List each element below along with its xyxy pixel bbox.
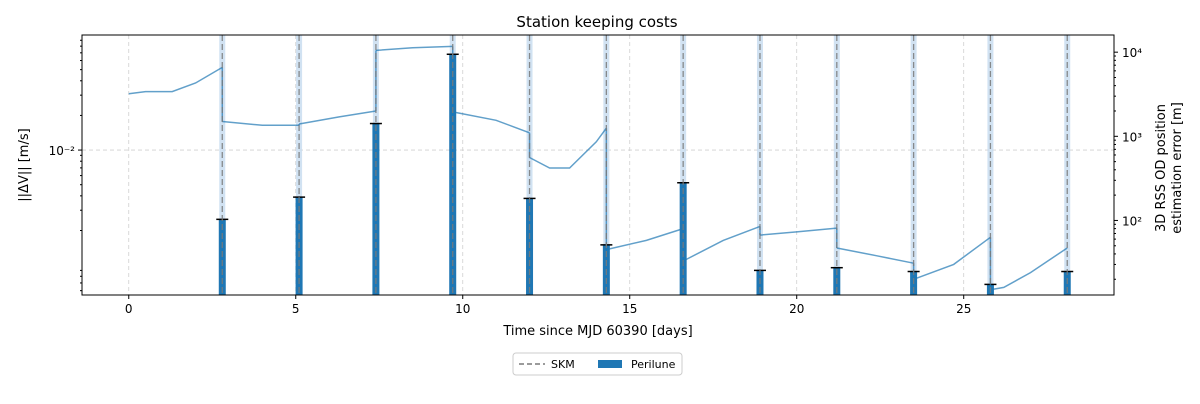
legend-perilune-label: Perilune — [631, 358, 676, 371]
od-error-segment — [836, 247, 914, 264]
y-right-axis-label-line2: estimation error [m] — [1170, 102, 1185, 234]
y-left-axis-ticks: 10⁻² — [49, 39, 82, 292]
x-tick-label: 10 — [455, 302, 470, 316]
x-tick-label: 15 — [622, 302, 637, 316]
grid — [82, 35, 1114, 295]
od-error-segment — [222, 120, 300, 127]
od-error-segment — [606, 227, 684, 251]
legend-skm-label: SKM — [551, 358, 575, 371]
y-right-tick-label: 10² — [1122, 214, 1142, 228]
legend-perilune-swatch — [598, 360, 622, 368]
od-error-segment — [128, 66, 223, 95]
od-error-segment — [452, 111, 530, 134]
y-right-axis-label-line1: 3D RSS OD position — [1154, 104, 1169, 232]
x-tick-label: 20 — [789, 302, 804, 316]
perilune-bar — [218, 219, 226, 295]
skm-bands — [219, 35, 1071, 295]
perilune-bars — [216, 53, 1074, 296]
x-tick-label: 5 — [292, 302, 300, 316]
x-tick-label: 0 — [125, 302, 133, 316]
od-error-segment — [990, 247, 1068, 291]
y-right-tick-label: 10³ — [1122, 130, 1142, 144]
x-tick-label: 25 — [956, 302, 971, 316]
y-right-tick-label: 10⁴ — [1122, 46, 1142, 60]
od-error-segment — [913, 236, 991, 281]
od-error-segment — [298, 110, 377, 125]
skm-lines — [221, 35, 1068, 295]
y-left-tick-label: 10⁻² — [49, 144, 76, 158]
od-error-segment — [375, 45, 453, 52]
x-axis-ticks: 0 5 10 15 20 25 — [125, 295, 971, 316]
od-error-lines — [128, 45, 1068, 291]
plot-frame — [81, 34, 1115, 296]
od-error-segment — [529, 127, 607, 169]
od-error-segment — [759, 227, 837, 236]
legend-frame — [512, 352, 683, 376]
y-right-axis-ticks: 10² 10³ 10⁴ — [1114, 46, 1142, 280]
x-axis-label: Time since MJD 60390 [days] — [502, 324, 692, 339]
chart-title: Station keeping costs — [516, 13, 677, 31]
legend: SKM Perilune — [512, 352, 683, 376]
y-left-axis-label: ||ΔV|| [m/s] — [17, 128, 32, 201]
od-error-segment — [682, 225, 761, 262]
